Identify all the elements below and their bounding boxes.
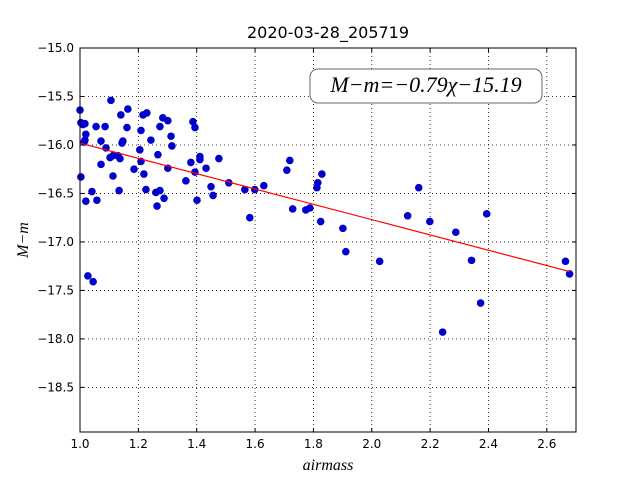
x-tick-label: 1.6 — [246, 437, 265, 451]
data-point — [187, 158, 195, 167]
data-point — [153, 202, 161, 210]
data-point — [84, 272, 92, 280]
x-tick-label: 1.4 — [187, 437, 206, 451]
y-tick-label: −15.5 — [37, 89, 74, 103]
data-point — [438, 328, 447, 336]
annotation: M−m=−0.79χ−15.19 — [329, 72, 521, 97]
data-point — [136, 146, 144, 154]
data-point — [123, 123, 131, 132]
data-point — [202, 164, 210, 173]
data-point — [339, 224, 347, 233]
y-tick-label: −17.0 — [37, 235, 74, 249]
data-point — [116, 154, 124, 163]
data-point — [341, 247, 350, 256]
data-point — [316, 217, 325, 226]
x-tick-label: 2.6 — [537, 437, 556, 451]
data-point — [451, 228, 460, 237]
data-point — [375, 257, 384, 266]
x-tick-label: 2.4 — [479, 437, 498, 451]
x-tick-label: 1.8 — [304, 437, 323, 451]
data-point — [207, 182, 215, 191]
data-point — [97, 160, 105, 169]
plot-area: 1.0 1.2 1.4 1.6 1.8 2.0 2.2 2.4 2.6 −15.0 −15.5 −16… — [37, 41, 577, 451]
data-point — [414, 183, 423, 192]
data-point — [164, 116, 172, 125]
fit-line — [79, 142, 571, 273]
data-point — [168, 142, 176, 150]
data-point — [154, 150, 162, 159]
data-point — [156, 186, 164, 195]
data-point — [81, 119, 89, 128]
data-point — [565, 270, 574, 278]
data-point — [191, 123, 199, 132]
x-tick-label: 2.0 — [362, 437, 381, 451]
data-point — [89, 277, 97, 286]
data-point — [119, 137, 127, 145]
data-point — [140, 170, 148, 178]
y-tick-label: −16.0 — [37, 138, 74, 152]
y-tick-label: −15.0 — [37, 41, 74, 55]
data-point — [283, 166, 291, 174]
data-point — [147, 136, 155, 144]
data-point — [109, 172, 117, 180]
x-axis-label: airmass — [303, 457, 354, 474]
data-point — [318, 170, 326, 178]
data-point — [93, 196, 101, 205]
annotation-box — [309, 68, 543, 104]
data-point — [196, 155, 204, 164]
data-point — [209, 191, 217, 200]
data-point — [313, 178, 322, 187]
data-point — [143, 109, 151, 117]
y-tick-label: −17.5 — [37, 283, 74, 297]
data-point — [467, 256, 476, 265]
y-tick-label: −18.5 — [37, 380, 74, 394]
axes-frame — [79, 47, 577, 433]
data-point — [156, 122, 164, 131]
x-tick-label: 1.2 — [129, 437, 148, 451]
data-point — [246, 213, 254, 222]
data-point — [288, 205, 297, 213]
data-point — [92, 122, 100, 131]
data-point — [82, 197, 90, 206]
data-point — [403, 211, 412, 220]
chart-title: 2020-03-28_205719 — [247, 23, 409, 43]
data-point — [260, 181, 268, 190]
x-tick-label: 1.0 — [70, 437, 89, 451]
x-tick-label: 2.2 — [421, 437, 440, 451]
data-point — [160, 194, 168, 203]
data-point — [77, 173, 85, 181]
data-point — [193, 196, 201, 205]
data-point — [137, 126, 145, 135]
data-point — [88, 187, 96, 196]
y-tick-label: −16.5 — [37, 186, 74, 200]
data-point — [426, 217, 434, 226]
data-point — [167, 132, 175, 141]
data-point — [306, 204, 314, 212]
data-point — [124, 105, 132, 113]
data-point — [107, 96, 115, 105]
data-point — [476, 299, 485, 307]
y-tick-label: −18.0 — [37, 332, 74, 346]
data-point — [115, 186, 123, 195]
data-point — [182, 177, 190, 185]
data-point — [117, 111, 125, 119]
data-point — [285, 156, 294, 165]
data-point — [215, 154, 223, 163]
data-point — [97, 137, 105, 145]
data-point — [142, 185, 150, 194]
data-point — [482, 210, 491, 218]
data-point — [101, 122, 109, 131]
data-point — [130, 165, 138, 174]
y-axis-label: M−m — [15, 222, 32, 259]
data-point — [561, 257, 570, 266]
